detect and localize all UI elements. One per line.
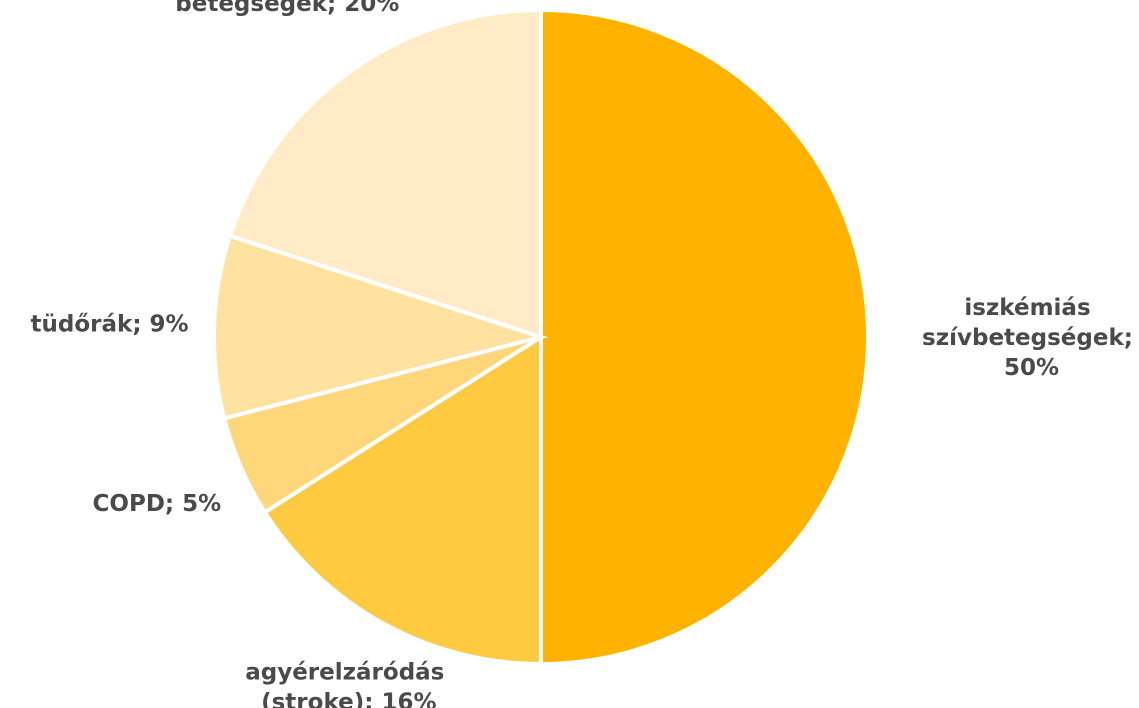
pie-slice: [212, 233, 549, 421]
slice-label: COPD; 5%: [93, 491, 222, 517]
pie-slice: [227, 7, 543, 340]
slice-label: egyéb, nem fertőző betegségek; 20%: [157, 0, 418, 17]
pie-slice: [539, 7, 870, 667]
slice-label: agyérelzáródás (stroke); 16%: [245, 660, 452, 708]
pie-slice: [262, 333, 543, 667]
slice-label: tüdőrák; 9%: [31, 311, 189, 337]
slice-label: iszkémiás szívbetegségek; 50%: [922, 295, 1139, 381]
